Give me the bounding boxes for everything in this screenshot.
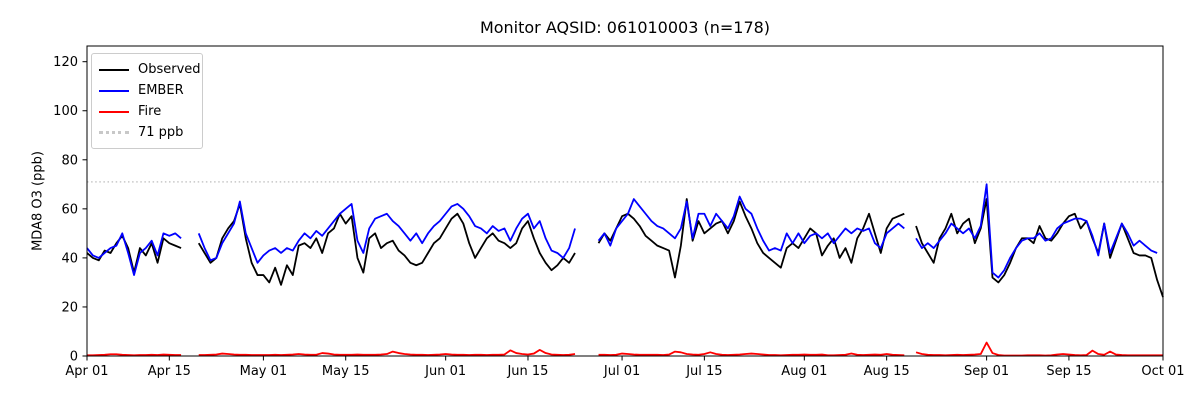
series-ember-line (197, 200, 576, 264)
legend-item-fire: Fire (99, 101, 193, 122)
x-tick-label: May 15 (322, 364, 370, 379)
series-observed-line (197, 203, 576, 286)
series-ember-line (86, 232, 182, 276)
legend-label: Observed (138, 62, 201, 77)
y-tick-label: 40 (61, 251, 78, 266)
legend-label: EMBER (138, 83, 184, 98)
fire-line-swatch-icon (99, 110, 129, 113)
series-ember-line (597, 195, 905, 252)
x-tick-label: Sep 15 (1046, 364, 1091, 379)
y-axis-title: MDA8 O3 (ppb) (30, 151, 46, 251)
x-tick-label: Jul 01 (603, 364, 640, 379)
series-observed-line (597, 198, 905, 279)
x-tick-label: Apr 01 (65, 364, 108, 379)
series-fire-line (87, 353, 182, 357)
x-tick-label: Aug 15 (864, 364, 910, 379)
x-tick-label: Aug 01 (781, 364, 827, 379)
legend-label: 71 ppb (138, 125, 184, 140)
x-tick-label: May 01 (240, 364, 288, 379)
series-fire-line (915, 341, 1163, 357)
y-tick-label: 20 (61, 300, 78, 315)
series-observed-line (86, 234, 182, 274)
x-tick-label: Sep 01 (964, 364, 1009, 379)
legend-item-ember: EMBER (99, 80, 193, 101)
x-tick-label: Jul 15 (685, 364, 722, 379)
legend-item-observed: Observed (99, 59, 201, 80)
series-fire-line (598, 350, 905, 357)
y-tick-label: 80 (61, 153, 78, 168)
x-tick-label: Oct 01 (1141, 364, 1184, 379)
x-tick-label: Apr 15 (148, 364, 191, 379)
chart-title: Monitor AQSID: 061010003 (n=178) (479, 18, 771, 37)
x-tick-label: Jun 01 (424, 364, 466, 379)
ember-line-swatch-icon (99, 89, 129, 92)
y-tick-label: 100 (53, 104, 78, 119)
series-fire-line (198, 348, 576, 356)
plot-border (86, 45, 1164, 357)
legend-label: Fire (138, 104, 162, 119)
threshold-line-swatch-icon (99, 131, 129, 134)
legend-item-threshold: 71 ppb (99, 122, 193, 143)
y-tick-label: 60 (61, 202, 78, 217)
series-observed-line (915, 198, 1164, 298)
y-tick-label: 120 (53, 55, 78, 70)
x-tick-label: Jun 15 (506, 364, 548, 379)
y-tick-label: 0 (70, 350, 78, 365)
series-ember-line (915, 183, 1158, 279)
legend: Observed EMBER Fire 71 ppb (91, 53, 203, 149)
observed-line-swatch-icon (99, 68, 129, 71)
